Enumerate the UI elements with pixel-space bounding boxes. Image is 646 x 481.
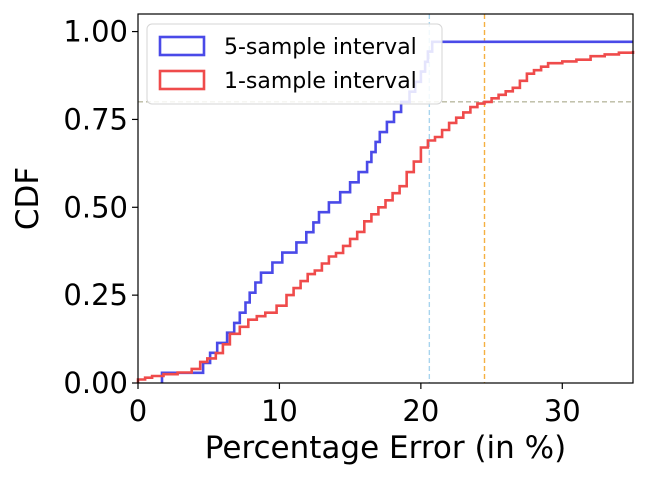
legend-box [146,23,443,105]
legend: 5-sample interval 1-sample interval [146,23,443,105]
x-axis-title: Percentage Error (in %) [205,430,566,466]
legend-swatch-2 [158,69,206,91]
plot-frame [137,13,634,384]
y-tick-label-0.00: 0.00 [63,366,128,400]
legend-label-1: 5-sample interval [224,35,417,60]
y-axis: 0.00 0.25 0.50 0.75 1.00 [63,15,138,400]
y-tick-label-0.25: 0.25 [63,278,128,312]
y-tick-label-1.00: 1.00 [63,15,128,49]
x-tick-label-30: 30 [544,394,581,428]
series-line-2 [136,50,635,383]
legend-swatch-1 [158,35,206,57]
y-tick-label-0.50: 0.50 [63,190,128,224]
x-tick-label-0: 0 [129,394,147,428]
legend-label-2: 1-sample interval [224,69,417,94]
y-tick-label-0.75: 0.75 [63,102,128,136]
x-tick-label-20: 20 [402,394,439,428]
x-axis: 0 10 20 30 [129,383,581,428]
y-axis-title: CDF [10,167,46,230]
x-tick-label-10: 10 [261,394,298,428]
